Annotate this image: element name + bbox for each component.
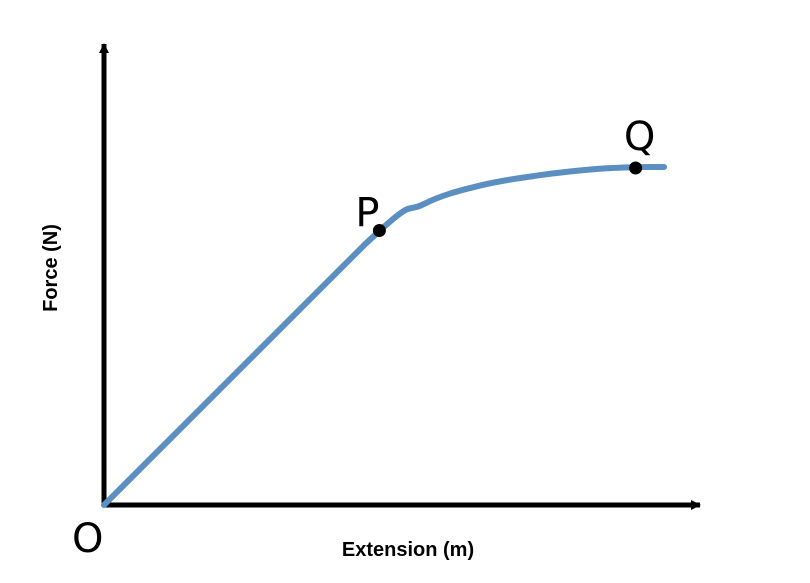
series-line-0: [101, 163, 668, 508]
point-p: [372, 223, 386, 237]
point-label-p: P: [355, 190, 379, 236]
x-axis-label: Extension (m): [342, 539, 474, 561]
point-q: [629, 161, 643, 175]
y-axis-label: Force (N): [40, 224, 62, 312]
origin-label: O: [72, 516, 103, 562]
point-label-q: Q: [624, 114, 655, 160]
